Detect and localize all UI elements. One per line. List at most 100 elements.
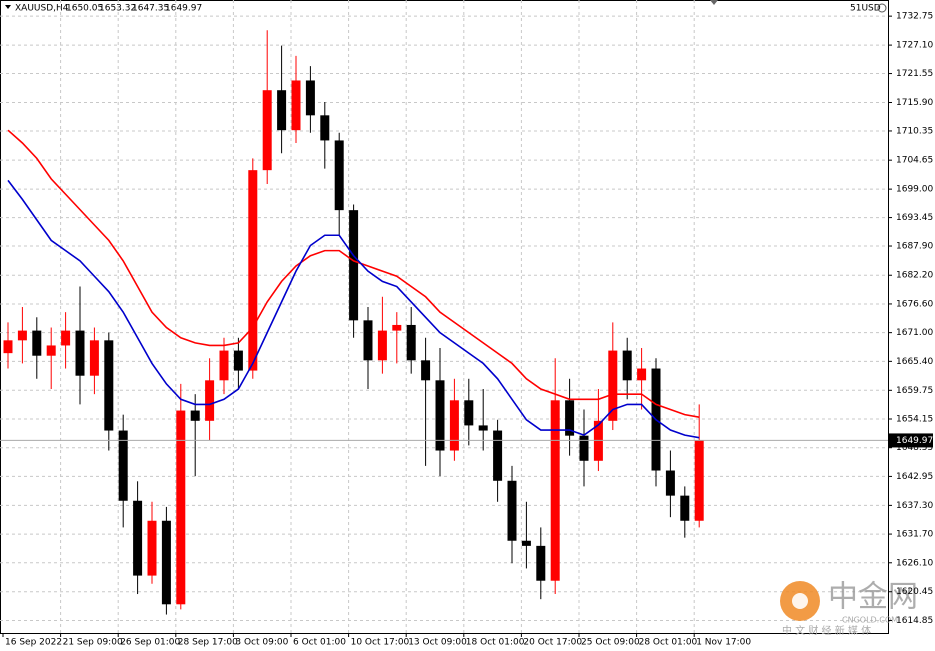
candle-body: [363, 320, 373, 361]
candle-body: [133, 500, 143, 576]
candle-body: [320, 115, 330, 141]
candle-body: [493, 430, 503, 481]
y-tick-label: 1727.10: [896, 41, 933, 51]
candle-body: [608, 350, 618, 421]
watermark-logo-inner: [792, 593, 808, 609]
y-tick-label: 1676.60: [896, 299, 933, 309]
candle-body: [349, 210, 359, 321]
header-symbol: XAUUSD,H4: [15, 4, 69, 14]
candle-body: [536, 545, 546, 581]
y-tick-label: 1631.70: [896, 530, 933, 540]
x-tick-label: 21 Sep 09:00: [63, 638, 123, 648]
y-tick-label: 1671.00: [896, 328, 933, 338]
x-tick-label: 3 Oct 09:00: [235, 638, 288, 648]
candle-body: [435, 380, 445, 451]
x-tick-label: 28 Sep 17:00: [178, 638, 238, 648]
x-tick-label: 10 Oct 17:00: [351, 638, 410, 648]
candle-body: [421, 360, 431, 381]
candle-body: [694, 440, 704, 521]
y-tick-label: 1732.75: [896, 12, 933, 22]
y-tick-label: 1704.65: [896, 156, 933, 166]
x-tick-label: 1 Nov 17:00: [696, 638, 751, 648]
watermark: 中金网 CNGOLD.COM 中 文 财 经 新 媒 体: [780, 580, 918, 637]
y-tick-label: 1665.40: [896, 357, 933, 367]
candle-body: [205, 380, 215, 421]
candle-body: [550, 400, 560, 581]
price-label: 1649.97: [896, 436, 933, 446]
y-tick-label: 1693.45: [896, 213, 933, 223]
candle-body: [46, 345, 56, 356]
price-box: [889, 433, 933, 448]
candle-body: [3, 340, 13, 354]
menu-arrow[interactable]: [5, 5, 11, 9]
candle-body: [89, 340, 99, 376]
header-open: 1650.05: [66, 4, 103, 14]
candle-body: [248, 170, 258, 371]
candle-body: [507, 480, 517, 541]
y-tick-label: 1721.55: [896, 69, 933, 79]
candle-body: [190, 410, 200, 421]
moving-average: [7, 129, 700, 419]
x-tick-label: 13 Oct 09:00: [408, 638, 467, 648]
candle-body: [75, 330, 85, 376]
moving-average: [7, 179, 700, 439]
close-icon[interactable]: [877, 3, 887, 13]
candle-body: [622, 350, 632, 381]
y-tick-label: 1659.75: [896, 386, 933, 396]
header-low: 1647.35: [132, 4, 169, 14]
candle-body: [680, 495, 690, 521]
candle-body: [392, 324, 402, 331]
candle-body: [305, 80, 315, 116]
candle-body: [176, 410, 186, 605]
x-tick-label: 20 Oct 17:00: [523, 638, 582, 648]
candle-body: [521, 540, 531, 546]
candle-body: [665, 470, 675, 496]
candle-body: [464, 400, 474, 426]
y-tick-label: 1715.90: [896, 98, 933, 108]
candle-body: [406, 324, 416, 361]
y-tick-label: 1710.35: [896, 126, 933, 136]
candle-body: [277, 90, 287, 131]
candle-body: [219, 350, 229, 381]
candle-body: [291, 80, 301, 131]
candle-body: [61, 330, 71, 346]
y-tick-label: 1654.15: [896, 415, 933, 425]
y-tick-label: 1626.10: [896, 558, 933, 568]
candle-body: [233, 350, 243, 371]
header-high: 1653.32: [99, 4, 136, 14]
candle-body: [637, 368, 647, 381]
watermark-slogan: 中 文 财 经 新 媒 体: [782, 624, 871, 637]
x-tick-label: 28 Oct 01:00: [639, 638, 698, 648]
x-tick-label: 18 Oct 01:00: [466, 638, 525, 648]
y-tick-label: 1637.30: [896, 501, 933, 511]
candle-body: [262, 90, 272, 171]
candle-body: [565, 400, 575, 436]
candle-body: [478, 425, 488, 431]
candle-body: [377, 330, 387, 361]
x-tick-label: 25 Oct 09:00: [581, 638, 640, 648]
y-tick-label: 1687.90: [896, 242, 933, 252]
y-tick-label: 1648.55: [896, 443, 933, 453]
account-label: 51USD: [850, 4, 881, 14]
x-tick-label: 6 Oct 01:00: [293, 638, 346, 648]
watermark-site: CNGOLD.COM: [842, 616, 898, 625]
candle-body: [161, 520, 171, 605]
candle-body: [32, 330, 42, 356]
candle-body: [579, 435, 589, 461]
candle-body: [334, 140, 344, 211]
header-close: 1649.97: [165, 4, 202, 14]
candle-body: [449, 400, 459, 451]
candle-body: [17, 330, 27, 341]
y-tick-label: 1620.45: [896, 587, 933, 597]
x-tick-label: 26 Sep 01:00: [120, 638, 180, 648]
candle-body: [147, 520, 157, 576]
shift-marker: [710, 0, 718, 5]
y-tick-label: 1682.20: [896, 271, 933, 281]
y-tick-label: 1642.95: [896, 472, 933, 482]
watermark-name: 中金网: [828, 580, 918, 615]
candle-body: [104, 340, 114, 431]
y-tick-label: 1614.85: [896, 616, 933, 626]
candle-body: [118, 430, 128, 501]
